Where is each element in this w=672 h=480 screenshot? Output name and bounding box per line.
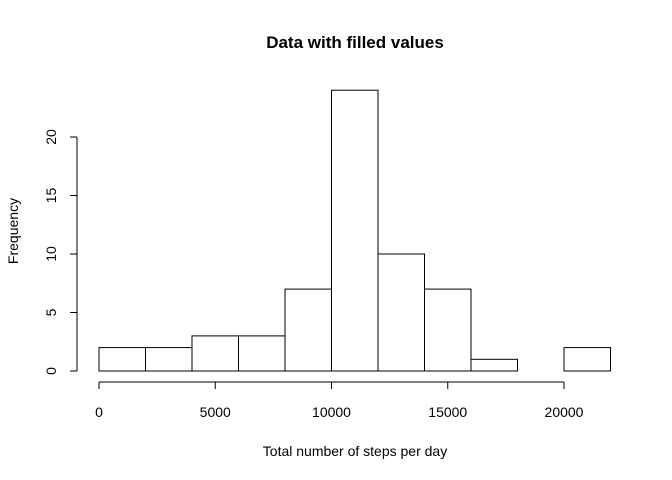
chart-title: Data with filled values xyxy=(266,33,444,52)
y-tick-label: 0 xyxy=(43,367,59,375)
histogram-bar-10 xyxy=(563,347,611,372)
x-tick-label: 20000 xyxy=(545,404,584,420)
histogram-bar-2 xyxy=(191,335,239,372)
x-axis-label: Total number of steps per day xyxy=(263,443,447,459)
histogram-bar-3 xyxy=(238,335,286,372)
histogram-bar-5 xyxy=(331,89,379,372)
y-axis-label: Frequency xyxy=(5,198,21,264)
histogram-bar-6 xyxy=(377,253,425,372)
histogram-bar-8 xyxy=(470,358,518,372)
x-axis: 0 5000 10000 15000 20000 xyxy=(95,381,584,420)
y-tick-label: 15 xyxy=(43,188,59,204)
y-tick-label: 5 xyxy=(43,308,59,316)
y-axis: 0 5 10 15 20 xyxy=(43,129,78,375)
histogram-bar-1 xyxy=(145,347,193,372)
histogram-bar-4 xyxy=(284,288,332,372)
x-tick-label: 5000 xyxy=(200,404,231,420)
x-tick-label: 0 xyxy=(95,404,103,420)
bars-group xyxy=(98,89,611,372)
y-tick-label: 10 xyxy=(43,246,59,262)
x-tick-label: 10000 xyxy=(312,404,351,420)
x-tick-label: 15000 xyxy=(428,404,467,420)
histogram-bar-0 xyxy=(98,347,146,372)
y-tick-label: 20 xyxy=(43,129,59,145)
histogram-bar-7 xyxy=(424,288,472,372)
